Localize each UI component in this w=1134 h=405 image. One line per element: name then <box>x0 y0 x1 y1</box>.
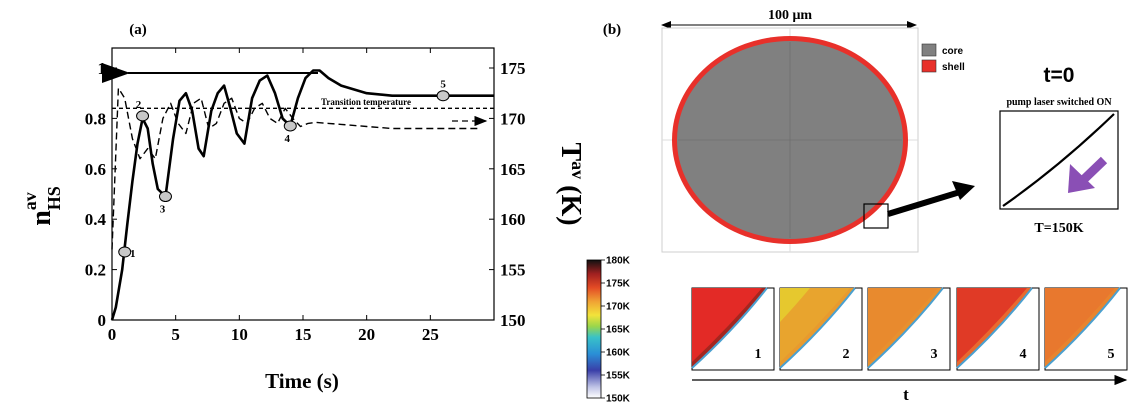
snapshot-label-4: 4 <box>1020 347 1027 362</box>
x-tick-label: 0 <box>108 325 117 344</box>
zoom-inset-boundary <box>1002 113 1115 207</box>
pump-laser-note: pump laser switched ON <box>1006 97 1112 108</box>
colorbar <box>586 259 602 399</box>
snapshot-core-region <box>868 288 938 362</box>
y-left-tick-label: 0.8 <box>85 109 106 128</box>
particle-legend: core shell <box>921 43 965 73</box>
legend-swatch-core <box>921 43 937 57</box>
snapshots: 1 2 3 4 5 <box>691 287 1128 371</box>
y-left-tick-label: 0.2 <box>85 261 106 280</box>
marker-point-4 <box>283 120 297 132</box>
colorbar-tick-label: 175K <box>606 279 631 290</box>
snapshot-label-2: 2 <box>843 347 850 362</box>
snapshot-4: 4 <box>956 287 1040 371</box>
y-left-tick-label: 1 <box>98 59 107 78</box>
colorbar-tick-label: 165K <box>606 325 631 336</box>
marker-point-2 <box>136 110 150 122</box>
snapshot-core-region <box>692 288 762 362</box>
snapshot-core-region <box>957 288 1027 362</box>
marker-label-4: 4 <box>285 133 291 145</box>
legend-swatch-shell <box>921 59 937 73</box>
marker-point-1 <box>118 246 132 258</box>
snapshot-boundary <box>1044 287 1121 369</box>
snapshot-5: 5 <box>1044 287 1128 371</box>
x-tick-label: 20 <box>358 325 375 344</box>
plot-frame <box>111 47 495 321</box>
marker-point-3 <box>158 191 172 203</box>
scale-bar-label: 100 μm <box>768 8 812 23</box>
y-right-tick-label: 160 <box>500 210 526 229</box>
y-left-label-main: n <box>26 210 57 226</box>
snapshot-2: 2 <box>779 287 863 371</box>
legend-label-core: core <box>942 46 964 57</box>
y-right-axis-ticks: 150 155 160 165 170 175 <box>489 59 526 330</box>
zoom-arrow-shaft <box>887 189 961 217</box>
snapshot-corner-region <box>780 288 810 322</box>
snapshot-boundary <box>956 287 1033 369</box>
time-axis-label: t <box>903 385 909 404</box>
series-right-dashed <box>111 87 482 250</box>
snapshot-label-1: 1 <box>755 347 762 362</box>
colorbar-tick-label: 150K <box>606 394 631 405</box>
snapshot-1: 1 <box>691 287 775 371</box>
snapshot-boundary <box>867 287 944 369</box>
marker-point-5 <box>436 90 450 102</box>
svg-text:Tav(K): Tav (K) <box>555 142 588 225</box>
marker-layer: 1 2 3 4 5 <box>118 79 450 260</box>
snapshot-boundary <box>779 287 856 369</box>
y-left-tick-label: 0 <box>98 311 107 330</box>
panel-b: (b) 100 μm core shell t=0 pump laser swi… <box>586 8 1128 405</box>
colorbar-tick-label: 160K <box>606 348 631 359</box>
snapshot-label-5: 5 <box>1108 347 1115 362</box>
x-tick-label: 5 <box>171 325 180 344</box>
colorbar-tick-label: 170K <box>606 302 631 313</box>
x-axis-ticks: 0 5 10 15 20 25 <box>108 48 439 344</box>
y-left-tick-label: 0.6 <box>85 160 106 179</box>
panel-a: (a) 0 5 10 15 20 25 00.20.40.60.81 1501551601… <box>20 22 588 393</box>
panel-a-label: (a) <box>129 22 147 38</box>
snapshot-3: 3 <box>867 287 951 371</box>
series-left-solid <box>110 69 494 321</box>
marker-label-5: 5 <box>440 79 446 91</box>
series-layer <box>110 69 494 321</box>
y-left-axis-label: nHSav <box>20 186 64 226</box>
marker-label-1: 1 <box>130 248 136 260</box>
pump-arrow-head <box>1068 164 1095 193</box>
temperature-label: T=150K <box>1034 221 1083 236</box>
marker-label-3: 3 <box>160 204 166 216</box>
snapshot-core-region <box>1045 288 1115 362</box>
y-right-axis-label: Tav (K) <box>555 142 588 225</box>
y-left-tick-label: 0.4 <box>85 210 107 229</box>
x-tick-label: 25 <box>422 325 439 344</box>
colorbar-tick-label: 180K <box>606 256 631 267</box>
y-right-tick-label: 175 <box>500 59 526 78</box>
y-right-tick-label: 165 <box>500 160 526 179</box>
y-right-label-sup: av <box>568 161 588 179</box>
panel-b-label: (b) <box>603 22 621 38</box>
zoom-region <box>863 203 889 229</box>
colorbar-tick-label: 155K <box>606 371 631 382</box>
y-left-axis-ticks: 0 0.2 0.4 0.6 0.8 1 <box>85 59 117 330</box>
transition-temperature-label: Transition temperature <box>321 97 411 107</box>
time-title: t=0 <box>1044 64 1075 87</box>
x-tick-label: 10 <box>231 325 248 344</box>
snapshot-core-region <box>780 288 850 362</box>
snapshot-boundary <box>691 287 768 369</box>
svg-text:nHSav: nHSav <box>20 186 64 226</box>
zoom-arrow-head <box>952 181 975 200</box>
y-right-tick-label: 150 <box>500 311 526 330</box>
x-tick-label: 15 <box>295 325 312 344</box>
y-left-label-sub: HS <box>44 186 64 210</box>
x-axis-label: Time (s) <box>265 369 339 393</box>
snapshot-label-3: 3 <box>931 347 938 362</box>
marker-label-2: 2 <box>136 99 142 111</box>
colorbar-ticks: 180K 175K 170K 165K 160K 155K 150K <box>601 256 631 405</box>
y-left-label-sup: av <box>20 192 40 210</box>
y-right-tick-label: 170 <box>500 109 526 128</box>
legend-label-shell: shell <box>942 62 965 73</box>
y-right-label-main: T <box>555 142 586 161</box>
y-right-label-unit: (K) <box>555 185 586 225</box>
y-right-tick-label: 155 <box>500 261 526 280</box>
